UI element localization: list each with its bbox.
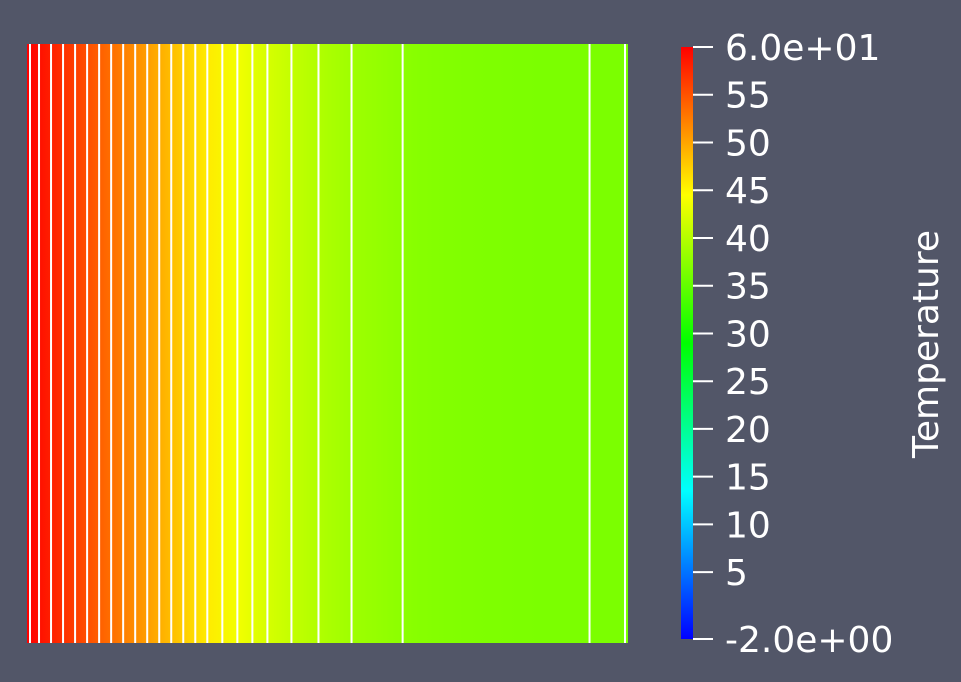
colorbar-tick-label-4: 40 [725, 219, 771, 260]
colorbar-tick-label-5: 35 [725, 267, 771, 308]
colorbar-tick-label-3: 45 [725, 171, 771, 212]
colorbar-tick-label-11: 5 [725, 553, 748, 594]
colorbar-tick-label-12: -2.0e+00 [725, 620, 893, 661]
colorbar-rect [681, 47, 693, 639]
colorbar-tick-label-1: 55 [725, 76, 771, 117]
colorbar [681, 47, 693, 639]
contour-lines [29, 44, 626, 643]
colorbar-tick-label-0: 6.0e+01 [725, 28, 880, 69]
colorbar-title: Temperature [906, 230, 947, 459]
colorbar-tick-label-7: 25 [725, 362, 771, 403]
colorbar-tick-label-8: 20 [725, 410, 771, 451]
colorbar-tick-label-6: 30 [725, 314, 771, 355]
colorbar-tick-label-2: 50 [725, 123, 771, 164]
colorbar-ticks: 6.0e+01 55 50 45 40 35 30 25 20 15 10 5 -2.0e+00 [693, 28, 893, 661]
temperature-field-rect [27, 44, 628, 643]
colorbar-tick-label-10: 10 [725, 505, 771, 546]
temperature-field [27, 44, 628, 643]
colorbar-tick-label-9: 15 [725, 458, 771, 499]
